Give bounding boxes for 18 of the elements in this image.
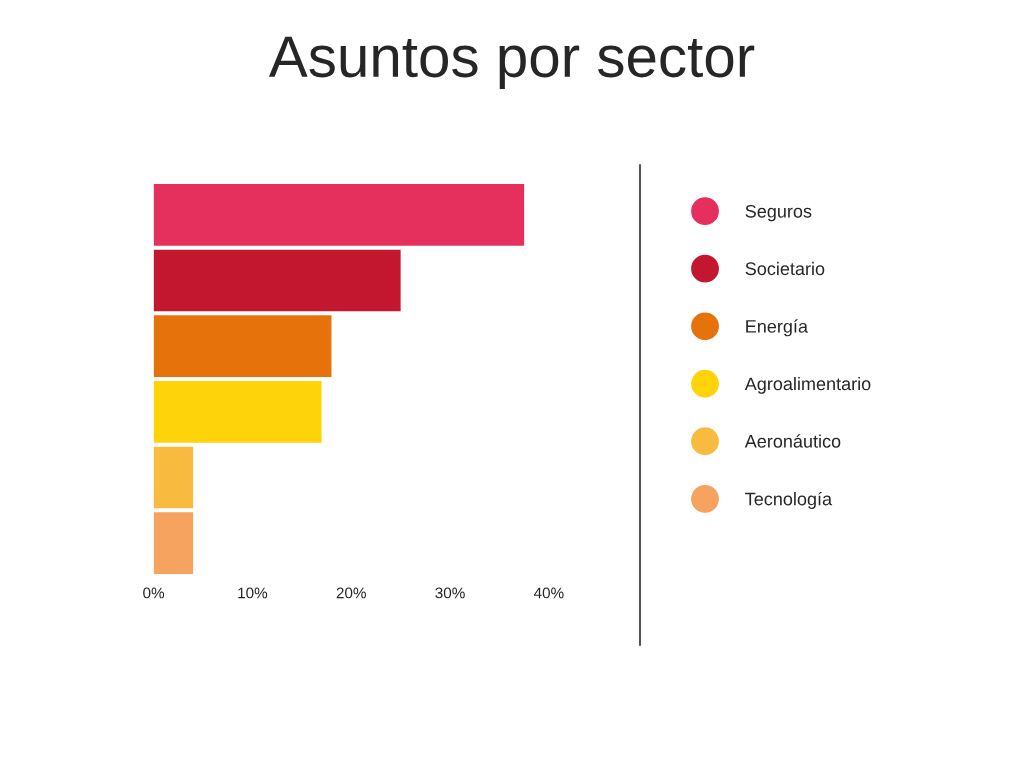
bar: [153, 512, 194, 575]
x-tick-label: 20%: [336, 587, 366, 599]
legend-label: Seguros: [745, 204, 812, 222]
legend-label: Energía: [746, 319, 808, 337]
legend-label: Agroalimentario: [744, 376, 871, 394]
x-tick-label: 10%: [238, 587, 268, 599]
bar: [153, 249, 401, 312]
x-tick-label: 40%: [533, 587, 564, 599]
legend-label: Tecnología: [745, 491, 833, 509]
x-tick-label: 30%: [435, 587, 465, 599]
bar: [153, 446, 194, 509]
bar: [153, 380, 322, 443]
legend-label: Societario: [745, 261, 825, 276]
x-tick-label: 0%: [143, 587, 165, 599]
legend-label: Aeronáutico: [744, 434, 841, 448]
bar: [153, 315, 332, 378]
chart-title: Asuntos por sector: [268, 36, 755, 89]
bar: [153, 183, 525, 246]
